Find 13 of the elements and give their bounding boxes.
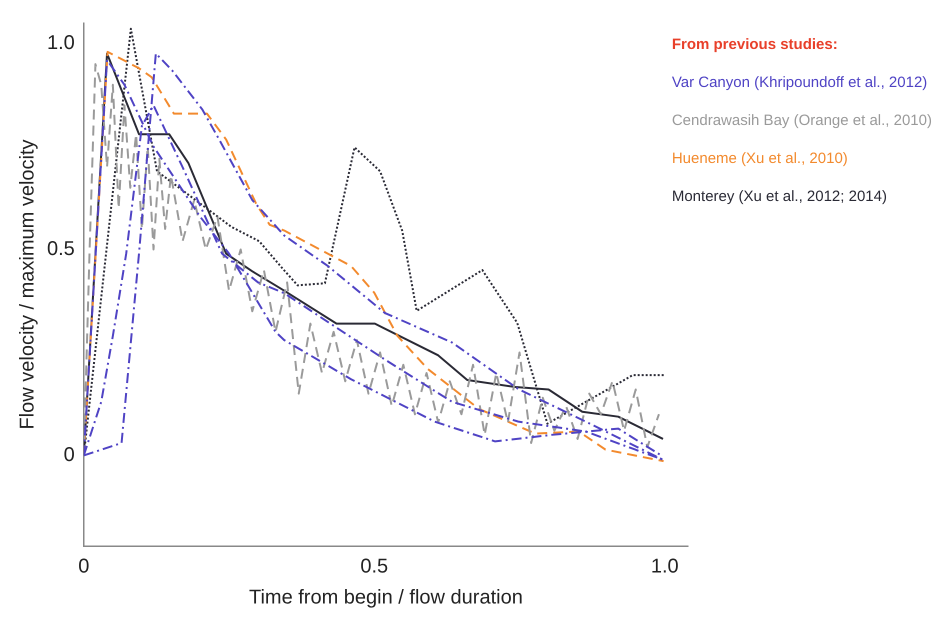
y-tick-label: 0 <box>64 444 75 466</box>
x-axis-title: Time from begin / flow duration <box>248 586 523 609</box>
y-tick-label: 1.0 <box>46 32 75 54</box>
x-tick-label: 1.0 <box>650 556 679 578</box>
y-axis-title: Flow velocity / maximum velocity <box>16 139 39 430</box>
text: Hueneme (Xu et al., 2010) <box>672 149 849 169</box>
x-tick-label: 0.5 <box>360 556 388 578</box>
x-tick-label: 0 <box>78 556 90 578</box>
text: Cendrawasih Bay (Orange et al., 2010) <box>672 111 932 131</box>
text: Monterey (Xu et al., 2012; 2014) <box>672 187 888 207</box>
text: Var Canyon (Khripoundoff et al., 2012) <box>672 73 928 93</box>
y-tick-label: 0.5 <box>46 238 75 260</box>
legend-title: From previous studies: <box>672 35 839 55</box>
